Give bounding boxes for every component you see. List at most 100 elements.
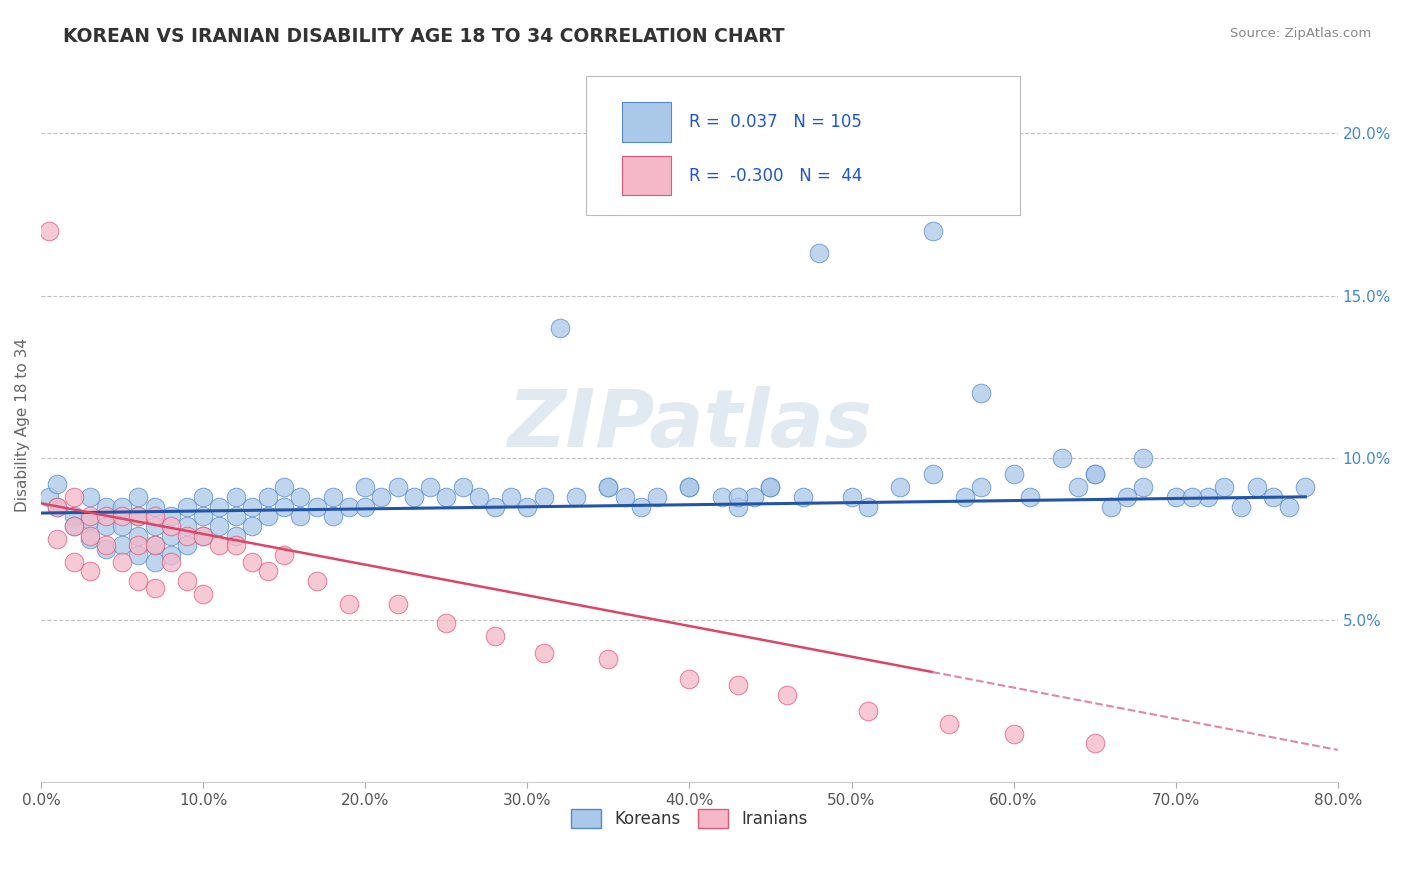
Point — [501, 490, 523, 504]
Point — [970, 480, 993, 494]
Point — [273, 500, 295, 514]
Point — [143, 519, 166, 533]
Point — [208, 500, 231, 514]
Point — [38, 490, 60, 504]
Point — [856, 500, 879, 514]
Point — [127, 574, 149, 589]
Point — [127, 509, 149, 524]
Point — [921, 467, 943, 482]
Point — [46, 476, 69, 491]
Point — [1067, 480, 1090, 494]
Point — [127, 490, 149, 504]
Point — [1132, 480, 1154, 494]
Point — [225, 539, 247, 553]
Point — [1116, 490, 1139, 504]
Point — [38, 224, 60, 238]
Point — [322, 509, 344, 524]
Point — [1261, 490, 1284, 504]
Point — [240, 555, 263, 569]
Point — [1084, 736, 1107, 750]
FancyBboxPatch shape — [586, 76, 1021, 215]
Point — [889, 480, 911, 494]
Point — [856, 704, 879, 718]
Point — [322, 490, 344, 504]
Point — [94, 500, 117, 514]
Point — [1278, 500, 1301, 514]
Point — [1213, 480, 1236, 494]
Point — [143, 509, 166, 524]
Point — [159, 509, 181, 524]
Point — [759, 480, 782, 494]
Point — [111, 519, 134, 533]
Y-axis label: Disability Age 18 to 34: Disability Age 18 to 34 — [15, 338, 30, 512]
Point — [434, 490, 457, 504]
Point — [290, 509, 312, 524]
Point — [1246, 480, 1268, 494]
Point — [127, 539, 149, 553]
Point — [62, 519, 84, 533]
Point — [273, 480, 295, 494]
Point — [225, 509, 247, 524]
Point — [921, 224, 943, 238]
Point — [46, 532, 69, 546]
Point — [678, 672, 700, 686]
Point — [354, 480, 377, 494]
Point — [1050, 450, 1073, 465]
Point — [1197, 490, 1219, 504]
Point — [841, 490, 863, 504]
Point — [176, 519, 198, 533]
Point — [970, 386, 993, 401]
Point — [208, 539, 231, 553]
Point — [354, 500, 377, 514]
Point — [159, 519, 181, 533]
Point — [565, 490, 588, 504]
Point — [1084, 467, 1107, 482]
Point — [176, 500, 198, 514]
Point — [62, 509, 84, 524]
Point — [598, 480, 620, 494]
Point — [257, 565, 280, 579]
Point — [111, 539, 134, 553]
Point — [193, 509, 215, 524]
Point — [94, 539, 117, 553]
Point — [79, 512, 101, 526]
Point — [225, 490, 247, 504]
Point — [484, 629, 506, 643]
Point — [127, 509, 149, 524]
Point — [143, 539, 166, 553]
Point — [94, 509, 117, 524]
Point — [387, 480, 409, 494]
Point — [240, 519, 263, 533]
Point — [159, 529, 181, 543]
Point — [1181, 490, 1204, 504]
Point — [62, 519, 84, 533]
Text: KOREAN VS IRANIAN DISABILITY AGE 18 TO 34 CORRELATION CHART: KOREAN VS IRANIAN DISABILITY AGE 18 TO 3… — [63, 27, 785, 45]
Point — [1084, 467, 1107, 482]
Point — [143, 500, 166, 514]
Point — [79, 529, 101, 543]
Point — [1294, 480, 1316, 494]
Point — [678, 480, 700, 494]
Point — [533, 646, 555, 660]
Point — [193, 587, 215, 601]
Point — [630, 500, 652, 514]
Bar — [621, 103, 671, 142]
Point — [434, 616, 457, 631]
Point — [257, 490, 280, 504]
Point — [792, 490, 814, 504]
Legend: Koreans, Iranians: Koreans, Iranians — [565, 802, 814, 835]
Point — [548, 321, 571, 335]
Point — [62, 555, 84, 569]
Point — [159, 555, 181, 569]
Point — [94, 541, 117, 556]
Point — [193, 529, 215, 543]
Point — [273, 548, 295, 562]
Point — [143, 539, 166, 553]
Point — [94, 519, 117, 533]
Point — [1099, 500, 1122, 514]
Point — [467, 490, 489, 504]
Point — [1164, 490, 1187, 504]
Text: R =  0.037   N = 105: R = 0.037 N = 105 — [689, 113, 862, 131]
Point — [143, 581, 166, 595]
Point — [46, 500, 69, 514]
